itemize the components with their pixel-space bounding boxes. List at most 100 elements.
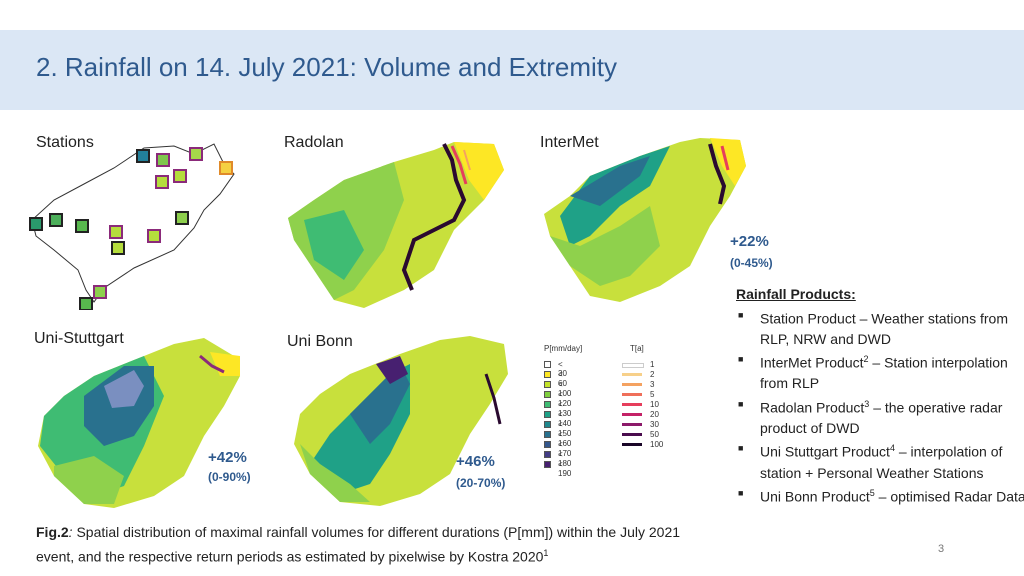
rainfall-products-header: Rainfall Products: bbox=[736, 286, 856, 302]
intermet-map bbox=[544, 138, 746, 302]
station-marker bbox=[155, 175, 169, 189]
radolan-map bbox=[288, 142, 504, 308]
intermet-map-label: InterMet bbox=[540, 134, 599, 151]
bullet-icon: ■ bbox=[738, 488, 744, 499]
legend-swatch bbox=[544, 371, 551, 378]
station-marker bbox=[49, 213, 63, 227]
legend-precip-label: < 140 bbox=[558, 410, 572, 428]
caption-colon: : bbox=[68, 524, 73, 540]
legend-return-label: 20 bbox=[650, 410, 659, 419]
legend-line bbox=[622, 383, 642, 386]
radolan-return-period-line bbox=[450, 145, 468, 185]
product-description: – optimised Radar Data bbox=[874, 488, 1024, 505]
uni-stuttgart-field bbox=[54, 456, 124, 504]
uni-bonn-field bbox=[350, 364, 410, 444]
uni-stuttgart-field bbox=[104, 370, 144, 408]
legend-swatch bbox=[544, 391, 551, 398]
legend-precip-label: < 160 bbox=[558, 430, 572, 448]
uni-stuttgart-deviation: +42% bbox=[208, 449, 247, 466]
legend-line bbox=[622, 393, 642, 396]
figure-number: Fig.2 bbox=[36, 524, 69, 540]
radolan-field bbox=[304, 210, 364, 280]
product-name: Uni Bonn Product bbox=[760, 488, 870, 505]
legend-line bbox=[622, 363, 644, 368]
legend-line bbox=[622, 443, 642, 446]
legend-precip-label: < 60 bbox=[558, 370, 567, 388]
station-marker bbox=[147, 229, 161, 243]
legend-precip-label: < 130 bbox=[558, 400, 572, 418]
radolan-return-period-line bbox=[401, 143, 467, 291]
station-marker bbox=[79, 297, 93, 310]
legend-return-label: 10 bbox=[650, 400, 659, 409]
product-name: Uni Stuttgart Product bbox=[760, 444, 890, 461]
product-item: ■ Station Product – Weather stations from… bbox=[736, 305, 1024, 350]
station-marker bbox=[75, 219, 89, 233]
legend-precip-label: < 120 bbox=[558, 390, 572, 408]
legend-swatch bbox=[544, 411, 551, 418]
intermet-deviation-range: (0-45%) bbox=[730, 256, 773, 270]
stations-map-outline bbox=[31, 143, 235, 303]
intermet-deviation: +22% bbox=[730, 233, 769, 250]
stations-map-label: Stations bbox=[36, 134, 94, 151]
legend-swatch bbox=[544, 361, 551, 368]
uni-bonn-map-label: Uni Bonn bbox=[287, 333, 353, 350]
uni-bonn-field bbox=[376, 356, 408, 384]
uni-bonn-return-period-line bbox=[484, 373, 502, 425]
legend-return-label: 50 bbox=[650, 430, 659, 439]
figure-caption: Fig.2: Spatial distribution of maximal r… bbox=[36, 522, 716, 568]
bullet-icon: ■ bbox=[738, 309, 744, 320]
product-item: ■ Uni Bonn Product5 – optimised Radar Dat… bbox=[736, 483, 1024, 507]
product-name: Radolan Product bbox=[760, 399, 865, 416]
rainfall-products-list: ■ Station Product – Weather stations from… bbox=[736, 305, 1024, 508]
stations-map bbox=[29, 143, 235, 310]
legend-swatch bbox=[544, 461, 551, 468]
legend-return-label: 1 bbox=[650, 360, 655, 369]
legend-precip-label: < 150 bbox=[558, 420, 572, 438]
legend-precip-label: < 170 bbox=[558, 440, 572, 458]
product-footnote: 2 bbox=[863, 354, 869, 365]
legend-return-label: 30 bbox=[650, 420, 659, 429]
legend-line bbox=[622, 403, 642, 406]
product-description: – Weather stations from RLP, NRW and DWD bbox=[760, 310, 1008, 347]
legend-return-label: 3 bbox=[650, 380, 655, 389]
bullet-icon: ■ bbox=[738, 354, 744, 365]
uni-bonn-deviation-range: (20-70%) bbox=[456, 476, 506, 490]
title-bar bbox=[0, 30, 1024, 110]
legend-swatch bbox=[544, 381, 551, 388]
intermet-return-period-line bbox=[720, 145, 730, 171]
intermet-field bbox=[570, 156, 650, 206]
station-marker bbox=[175, 211, 189, 225]
product-footnote: 4 bbox=[889, 443, 895, 454]
station-marker bbox=[29, 217, 43, 231]
product-name: Station Product bbox=[760, 310, 856, 327]
uni-stuttgart-map-label: Uni-Stuttgart bbox=[34, 330, 124, 347]
bullet-icon: ■ bbox=[738, 398, 744, 409]
radolan-return-period-line bbox=[463, 149, 471, 171]
page-number: 3 bbox=[938, 543, 945, 555]
legend-precip-label: < 30 bbox=[558, 360, 567, 378]
legend-precip-header: P[mm/day] bbox=[544, 344, 583, 353]
product-description: – Station interpolation from RLP bbox=[760, 354, 1008, 392]
legend-return-label: 5 bbox=[650, 390, 655, 399]
legend-return-period-header: T[a] bbox=[630, 344, 644, 353]
station-marker bbox=[111, 241, 125, 255]
uni-stuttgart-deviation-range: (0-90%) bbox=[208, 470, 251, 484]
uni-bonn-field bbox=[300, 444, 370, 502]
station-marker bbox=[173, 169, 187, 183]
intermet-field bbox=[710, 138, 746, 186]
intermet-return-period-line bbox=[708, 143, 727, 205]
caption-footnote: 1 bbox=[543, 548, 549, 558]
uni-stuttgart-return-period-line bbox=[199, 354, 225, 374]
station-marker bbox=[219, 161, 233, 175]
legend-line bbox=[622, 433, 642, 436]
legend-swatch bbox=[544, 431, 551, 438]
product-description: – the operative radar product of DWD bbox=[760, 399, 1003, 436]
station-marker bbox=[189, 147, 203, 161]
legend-line bbox=[622, 413, 642, 416]
slide-title: 2. Rainfall on 14. July 2021: Volume and… bbox=[36, 52, 617, 82]
legend-return-label: 100 bbox=[650, 440, 664, 449]
legend-swatch bbox=[544, 401, 551, 408]
legend-precip-label: < 180 bbox=[558, 450, 572, 468]
legend-swatch bbox=[544, 451, 551, 458]
rainfall-products: Rainfall Products: ■ Station Product – We… bbox=[736, 284, 1024, 507]
